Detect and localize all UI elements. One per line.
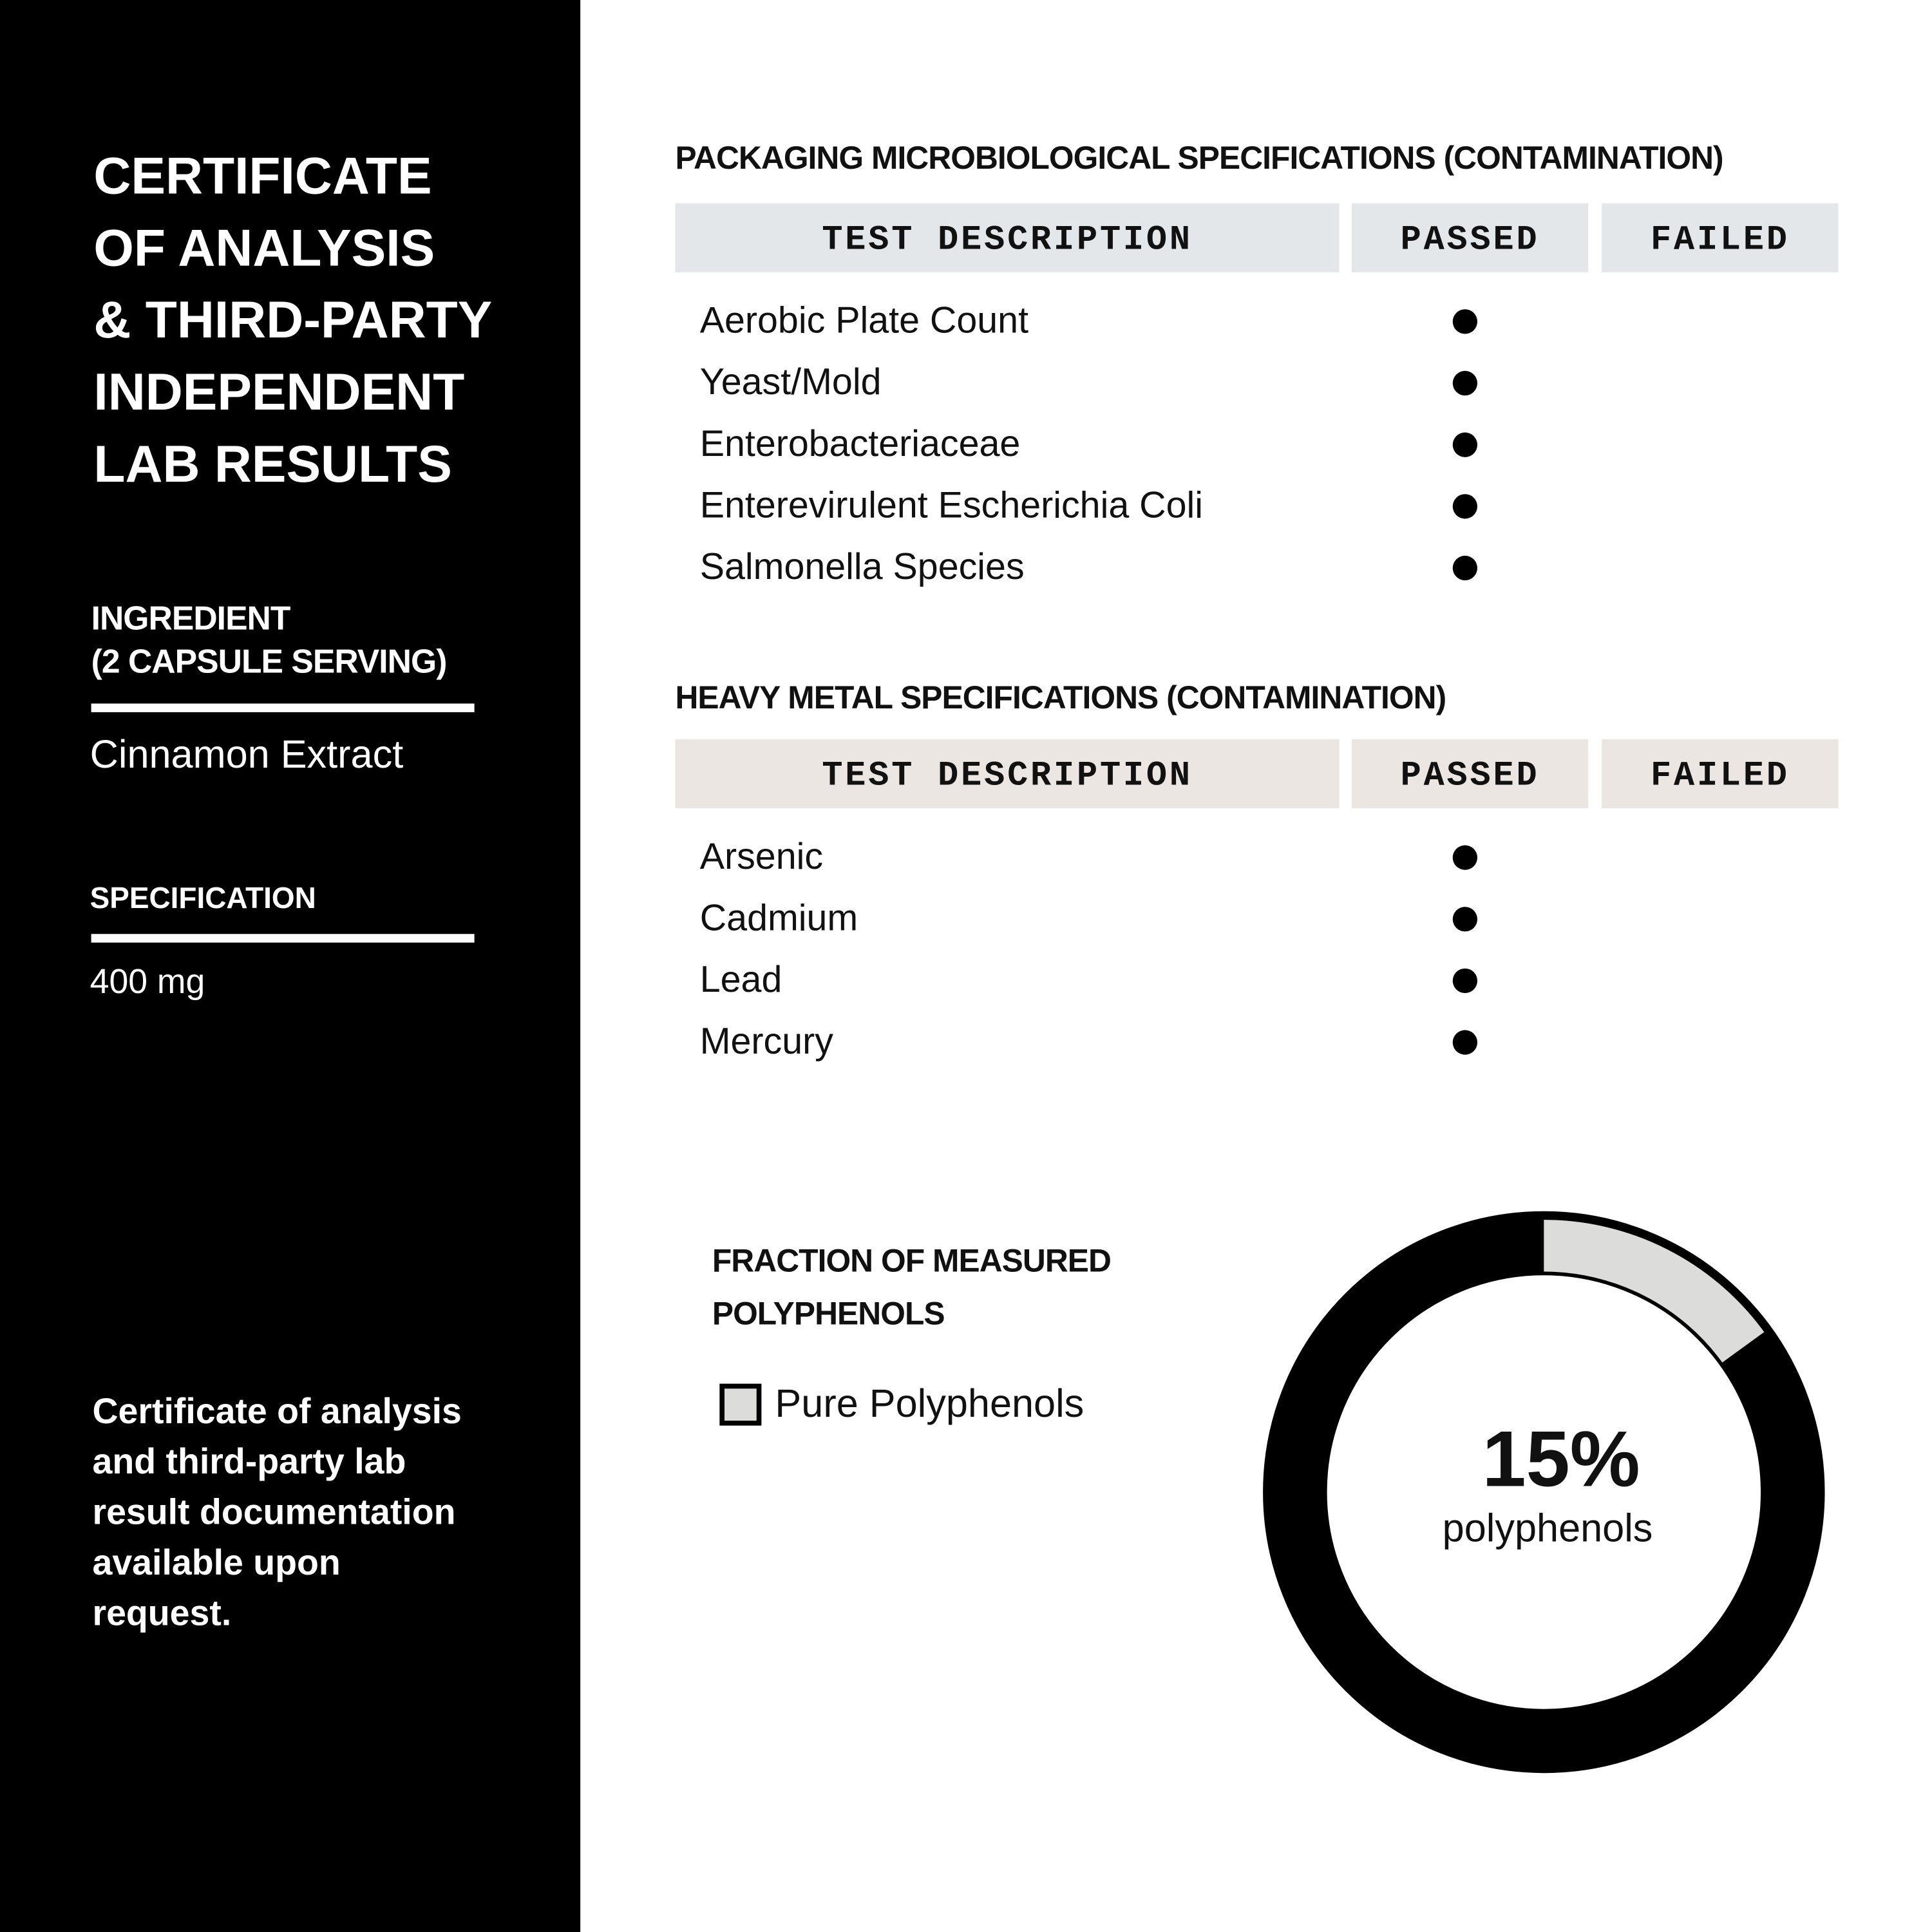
donut-segment — [1543, 1220, 1765, 1363]
title-line: LAB RESULTS — [93, 435, 451, 493]
passed-dot — [1452, 845, 1478, 870]
column-header: TEST DESCRIPTION — [822, 220, 1193, 260]
passed-dot — [1452, 494, 1478, 519]
test-name: Lead — [700, 959, 782, 1000]
note-line: and third-party lab — [92, 1441, 406, 1481]
title-line: CERTIFICATE — [93, 147, 431, 205]
divider — [91, 703, 475, 712]
title-line: OF ANALYSIS — [93, 219, 435, 277]
passed-dot — [1452, 309, 1478, 334]
ingredient: Cinnamon Extract — [90, 732, 404, 776]
passed-dot — [1452, 370, 1478, 396]
passed-dot — [1452, 1030, 1478, 1055]
legend-swatch — [719, 1383, 762, 1426]
test-name: Aerobic Plate Count — [700, 300, 1028, 341]
section-title: HEAVY METAL SPECIFICATIONS (CONTAMINATIO… — [675, 679, 1446, 715]
column-header: FAILED — [1651, 220, 1790, 260]
passed-dot — [1452, 968, 1478, 994]
legend-label: Pure Polyphenols — [775, 1381, 1084, 1425]
column-header: TEST DESCRIPTION — [822, 757, 1193, 796]
section-title: PACKAGING MICROBIOLOGICAL SPECIFICATIONS… — [675, 140, 1723, 176]
title-line: INDEPENDENT — [93, 363, 464, 421]
passed-dot — [1452, 432, 1478, 457]
test-name: Enterevirulent Escherichia Coli — [700, 485, 1203, 526]
title-line: & THIRD-PARTY — [93, 291, 492, 349]
note-line: Certificate of analysis — [92, 1391, 461, 1431]
header-cell — [1351, 203, 1589, 272]
note-line: request. — [92, 1593, 231, 1633]
header-cell — [1602, 739, 1839, 809]
header-cell — [1602, 203, 1839, 272]
ingredient-label: INGREDIENT — [91, 600, 290, 637]
divider — [91, 934, 475, 943]
test-name: Cadmium — [700, 898, 858, 939]
test-name: Mercury — [700, 1021, 834, 1062]
passed-dot — [1452, 555, 1478, 581]
specification: 400 mg — [90, 963, 205, 1001]
donut-caption: polyphenols — [1443, 1506, 1653, 1549]
test-name: Arsenic — [700, 836, 823, 877]
header-cell — [675, 203, 1340, 272]
note-line: result documentation — [92, 1492, 455, 1532]
ingredient-label: (2 CAPSULE SERVING) — [91, 643, 447, 680]
sidebar — [0, 0, 581, 1932]
header-cell — [1351, 739, 1589, 809]
column-header: PASSED — [1401, 757, 1540, 796]
column-header: FAILED — [1651, 757, 1790, 796]
column-header: PASSED — [1401, 220, 1540, 260]
donut-value: 15% — [1482, 1414, 1640, 1502]
note-line: available upon — [92, 1542, 340, 1582]
specification-label: SPECIFICATION — [90, 881, 316, 914]
test-name: Enterobacteriaceae — [700, 423, 1021, 464]
test-name: Salmonella Species — [700, 546, 1025, 587]
passed-dot — [1452, 907, 1478, 932]
section-title: POLYPHENOLS — [712, 1296, 945, 1332]
test-name: Yeast/Mold — [700, 361, 882, 402]
header-cell — [675, 739, 1340, 809]
section-title: FRACTION OF MEASURED — [712, 1242, 1111, 1278]
